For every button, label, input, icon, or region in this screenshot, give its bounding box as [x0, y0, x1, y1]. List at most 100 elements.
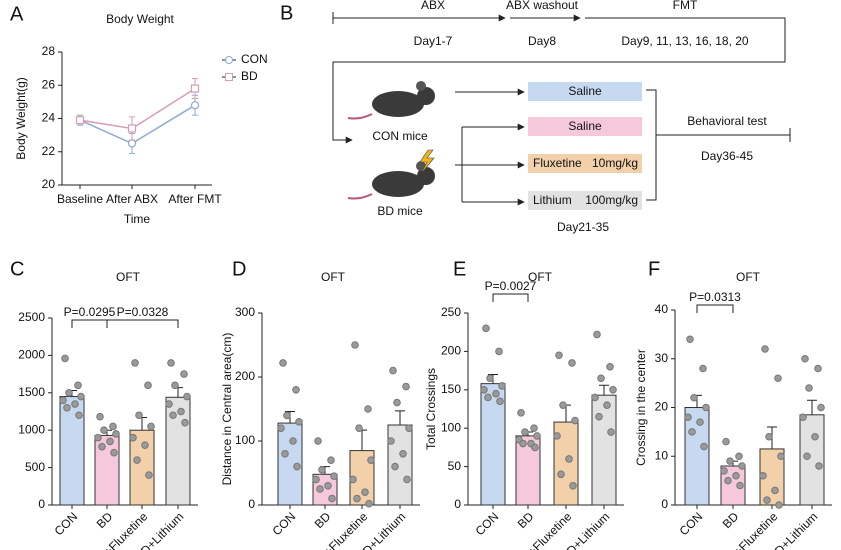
data-point [765, 432, 773, 441]
data-point [759, 471, 767, 480]
data-point [183, 392, 191, 401]
data-point [98, 442, 106, 451]
data-point [133, 456, 141, 464]
data-point [557, 470, 565, 479]
bracket [646, 89, 657, 201]
mouse-icon [347, 81, 435, 120]
data-point [65, 389, 73, 397]
data-point [696, 418, 704, 426]
data-point [169, 411, 177, 420]
y-tick-label: 1000 [18, 422, 45, 436]
data-point [761, 345, 769, 353]
data-point [402, 382, 410, 391]
data-point [597, 374, 605, 383]
y-tick-label: 100 [441, 420, 461, 434]
treatment-box [528, 117, 642, 136]
phase-days: Day8 [528, 34, 556, 48]
data-point [145, 471, 153, 479]
phase-days: Day9, 11, 13, 16, 18, 20 [621, 34, 749, 48]
data-point [606, 362, 614, 371]
data-point [61, 354, 69, 363]
data-point [77, 392, 85, 401]
data-point [129, 433, 137, 442]
data-point [71, 400, 79, 408]
x-tick-label: CON [473, 509, 502, 538]
x-tick-label: After ABX [106, 192, 158, 206]
treatment-dose: 100mg/kg [585, 193, 638, 207]
data-point [684, 413, 692, 422]
data-point [480, 386, 488, 394]
y-tick-label: 300 [235, 305, 255, 319]
data-point [165, 400, 173, 408]
y-tick-label: 20 [655, 400, 669, 414]
data-point [699, 364, 707, 373]
data-point [399, 450, 407, 458]
point [75, 116, 85, 125]
point [127, 139, 137, 148]
chart-title: OFT [736, 270, 761, 284]
x-tick-label: BD [720, 509, 742, 531]
data-point [327, 456, 335, 465]
data-point [817, 403, 825, 412]
series-line [79, 87, 196, 130]
y-tick-label: 2500 [18, 310, 45, 324]
phase-label: ABX [421, 0, 445, 12]
data-point [389, 366, 397, 375]
y-tick-label: 24 [42, 111, 56, 125]
error-bar [395, 410, 405, 425]
data-point [171, 381, 179, 390]
bar [799, 414, 825, 506]
data-point [595, 412, 603, 421]
legend-marker [225, 56, 233, 64]
data-point [364, 405, 372, 413]
group-label: CON mice [372, 129, 428, 143]
data-point [565, 455, 573, 463]
y-tick-label: 200 [235, 369, 255, 383]
data-point [771, 486, 779, 495]
data-point [559, 401, 567, 409]
data-point [147, 422, 155, 431]
data-point [109, 422, 117, 431]
data-point [815, 462, 823, 470]
panel-label: F [648, 258, 660, 280]
y-tick-label: 0 [661, 497, 668, 511]
group-label: BD mice [377, 204, 423, 218]
data-point [167, 359, 175, 367]
data-point [517, 409, 525, 417]
data-point [722, 437, 730, 446]
data-point [521, 428, 529, 436]
data-point [281, 450, 289, 458]
y-tick-label: 28 [42, 44, 56, 58]
y-tick-label: 22 [42, 144, 56, 158]
data-point [279, 359, 287, 367]
data-point [686, 335, 694, 344]
data-point [609, 386, 617, 394]
data-point [180, 370, 188, 378]
data-point [403, 475, 411, 484]
x-axis-label: Time [124, 212, 151, 226]
diagram [332, 12, 791, 206]
data-point [700, 442, 708, 451]
data-point [484, 393, 492, 402]
y-tick-label: 500 [25, 460, 45, 474]
data-point [801, 354, 809, 363]
y-tick-label: 0 [454, 497, 461, 511]
point [127, 124, 137, 133]
x-tick-label: Baseline [57, 192, 103, 206]
data-point [112, 430, 120, 438]
treatment-dose: 10mg/kg [592, 156, 638, 170]
data-point [96, 412, 104, 421]
panel-label: D [232, 258, 246, 280]
treatment-name: Fluxetine [533, 156, 582, 170]
chart-title: Body Weight [106, 12, 174, 26]
treatment-days: Day21-35 [557, 220, 609, 234]
data-point [289, 437, 297, 445]
data-point [702, 403, 710, 412]
data-point [365, 499, 373, 508]
data-point [482, 324, 490, 333]
chart-title: OFT [321, 270, 346, 284]
data-point [135, 411, 143, 420]
p-value: P=0.0313 [689, 290, 741, 304]
y-tick-label: 100 [235, 433, 255, 447]
